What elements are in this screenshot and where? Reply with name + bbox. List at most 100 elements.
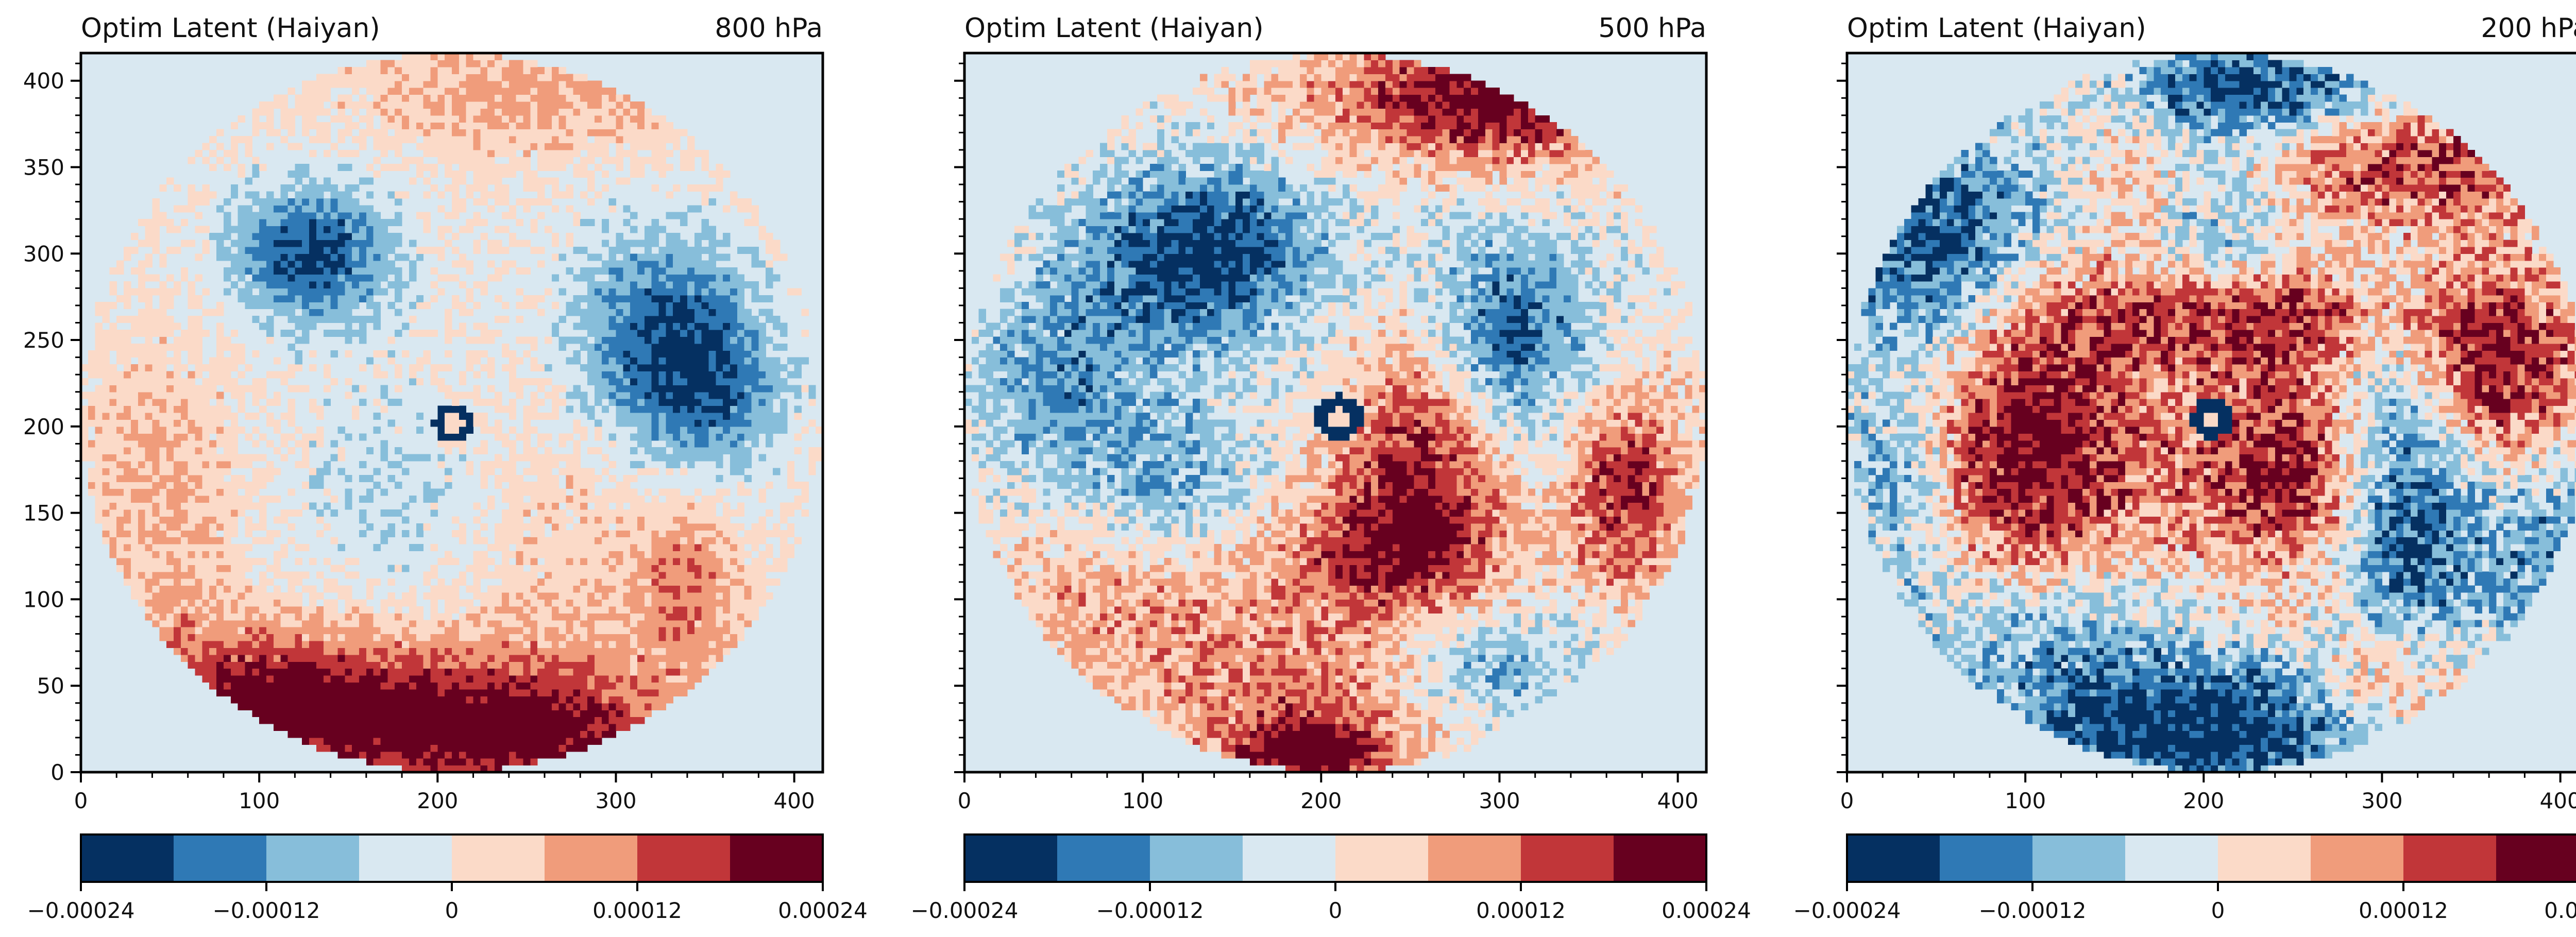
heat-cell [238, 627, 245, 635]
heat-cell [287, 606, 295, 614]
heat-cell [644, 468, 652, 475]
heat-cell [395, 295, 402, 302]
heat-cell [216, 454, 224, 462]
heat-cell [694, 288, 702, 296]
heat-cell [280, 260, 289, 268]
heat-cell [651, 302, 659, 310]
heat-cell [330, 274, 338, 282]
heat-cell [666, 502, 673, 510]
heat-cell [295, 654, 302, 662]
heat-cell [616, 696, 623, 704]
heat-cell [651, 385, 659, 393]
heat-cell [116, 295, 124, 302]
heat-cell [273, 530, 281, 538]
heat-cell [637, 364, 645, 371]
heat-cell [202, 634, 210, 641]
heat-cell [623, 648, 631, 655]
heat-cell [680, 316, 688, 323]
heat-cell [152, 592, 160, 600]
heat-cell [380, 703, 388, 710]
heat-cell [159, 426, 167, 434]
heat-cell [230, 585, 239, 593]
heat-cell [309, 253, 317, 261]
heat-cell [701, 516, 709, 524]
heat-cell [551, 523, 560, 531]
heat-cell [516, 641, 523, 648]
heat-cell [223, 530, 231, 538]
heat-cell [95, 454, 103, 462]
heat-cell [195, 496, 202, 503]
heat-cell [266, 274, 274, 282]
heat-cell [316, 482, 324, 489]
heat-cell [501, 606, 510, 614]
heat-cell [380, 696, 388, 704]
heat-cell [280, 281, 289, 288]
heat-cell [188, 461, 196, 468]
heat-cell [152, 274, 160, 282]
heat-cell [673, 613, 681, 621]
heat-cell [195, 413, 202, 420]
heat-cell [366, 654, 374, 662]
heat-cell [573, 274, 581, 282]
heat-cell [309, 668, 317, 676]
heat-cell [216, 378, 224, 385]
heat-cell [109, 496, 117, 503]
heat-cell [608, 648, 616, 655]
heat-cell [287, 592, 295, 600]
heat-cell [580, 433, 588, 441]
heat-cell [380, 454, 388, 462]
heat-cell [630, 565, 638, 572]
heat-cell [730, 641, 738, 648]
heat-cell [280, 606, 289, 614]
heat-cell [680, 454, 688, 462]
heat-cell [373, 654, 381, 662]
heat-cell [573, 391, 581, 399]
heat-cell [545, 689, 552, 696]
heat-cell [794, 357, 802, 365]
heat-cell [309, 724, 317, 731]
heat-cell [487, 668, 495, 676]
heat-cell [501, 744, 510, 752]
heat-cell [202, 240, 210, 247]
heat-cell [623, 592, 631, 600]
heat-cell [480, 565, 488, 572]
heat-cell [694, 557, 702, 565]
heat-cell [501, 696, 510, 704]
heat-cell [223, 613, 231, 621]
heat-cell [323, 675, 331, 683]
heat-cell [130, 329, 139, 337]
heat-cell [694, 357, 702, 365]
heat-cell [387, 654, 395, 662]
heat-cell [280, 641, 289, 648]
heat-cell [188, 343, 196, 351]
heat-cell [259, 710, 267, 718]
heat-cell [658, 426, 666, 434]
heat-cell [223, 578, 231, 586]
heat-cell [459, 627, 467, 635]
heat-cell [245, 592, 252, 600]
heat-cell [545, 710, 552, 718]
heat-cell [245, 502, 252, 510]
heat-cell [373, 682, 381, 690]
heat-cell [124, 440, 131, 448]
heat-cell [530, 751, 538, 759]
heat-cell [608, 641, 616, 648]
heat-cell [359, 744, 367, 752]
heat-cell [152, 544, 160, 551]
heat-cell [523, 468, 531, 475]
heat-cell [159, 544, 167, 551]
heat-cell [95, 350, 103, 358]
heat-cell [601, 295, 609, 302]
heat-cell [637, 343, 645, 351]
heat-cell [359, 274, 367, 282]
heat-cell [487, 336, 495, 344]
heat-cell [174, 378, 181, 385]
heat-cell [437, 378, 445, 385]
heat-cell [701, 233, 709, 240]
heat-cell [730, 613, 738, 621]
heat-cell [145, 322, 152, 330]
heat-cell [545, 668, 552, 676]
heat-cell [558, 551, 567, 558]
heat-cell [366, 523, 374, 531]
heat-cell [551, 737, 560, 745]
